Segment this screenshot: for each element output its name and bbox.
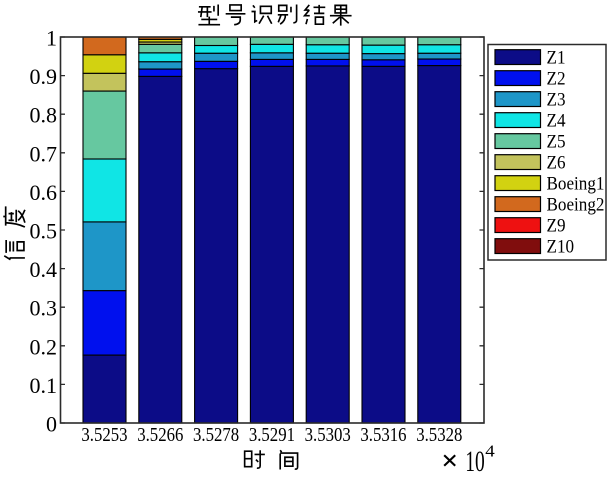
svg-text:0.7: 0.7 [30, 141, 58, 166]
svg-text:0.6: 0.6 [30, 180, 58, 205]
svg-text:Z4: Z4 [547, 110, 566, 131]
svg-text:0.9: 0.9 [30, 64, 58, 89]
svg-text:Z10: Z10 [547, 236, 575, 257]
svg-text:0.2: 0.2 [30, 334, 58, 359]
svg-text:3.5316: 3.5316 [360, 423, 406, 445]
svg-text:1: 1 [46, 26, 57, 51]
svg-text:3.5328: 3.5328 [416, 423, 462, 445]
svg-text:0.1: 0.1 [30, 373, 58, 398]
svg-text:0.8: 0.8 [30, 103, 58, 128]
svg-text:3.5278: 3.5278 [193, 423, 239, 445]
svg-text:Boeing1: Boeing1 [547, 173, 605, 194]
svg-text:3.5266: 3.5266 [137, 423, 183, 445]
svg-text:10: 10 [465, 445, 484, 474]
svg-text:3.5303: 3.5303 [305, 423, 351, 445]
svg-text:0.3: 0.3 [30, 296, 58, 321]
svg-text:Z9: Z9 [547, 215, 566, 236]
svg-text:Z3: Z3 [547, 89, 566, 110]
svg-text:3.5291: 3.5291 [249, 423, 295, 445]
svg-text:Z1: Z1 [547, 47, 566, 68]
svg-text:Boeing2: Boeing2 [547, 194, 605, 215]
svg-text:0.5: 0.5 [30, 219, 58, 244]
svg-text:Z5: Z5 [547, 131, 566, 152]
svg-text:3.5253: 3.5253 [81, 423, 127, 445]
svg-text:Z6: Z6 [547, 152, 566, 173]
svg-text:0.4: 0.4 [30, 257, 58, 282]
svg-text:0: 0 [46, 412, 57, 437]
svg-text:4: 4 [485, 441, 495, 460]
svg-text:Z2: Z2 [547, 68, 566, 89]
